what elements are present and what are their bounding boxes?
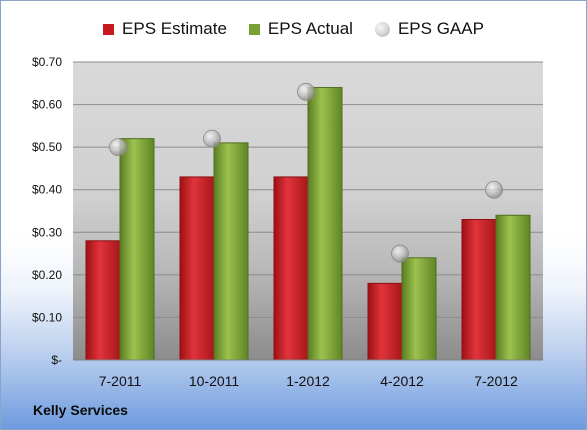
y-tick-label: $0.10: [32, 310, 62, 324]
legend-item-estimate: EPS Estimate: [103, 19, 227, 39]
legend-item-actual: EPS Actual: [248, 19, 353, 39]
legend-marker-gaap: [374, 21, 390, 37]
bar-eps-estimate: [273, 176, 309, 361]
bar-eps-actual: [495, 214, 531, 361]
bar-eps-actual: [213, 142, 249, 361]
y-tick-label: $-: [51, 353, 62, 367]
bar-eps-estimate: [461, 219, 497, 361]
marker-eps-gaap: [203, 129, 221, 148]
y-tick-label: $0.60: [32, 98, 62, 112]
y-axis-ticks: $- $0.10 $0.20 $0.30 $0.40 $0.50 $0.60 $0.70: [32, 55, 62, 367]
x-tick-label: 7-2012: [474, 373, 518, 389]
legend: EPS Estimate EPS Actual EPS GAAP: [0, 14, 587, 44]
y-tick-label: $0.50: [32, 140, 62, 154]
marker-eps-gaap: [297, 82, 315, 101]
y-tick-label: $0.30: [32, 225, 62, 239]
legend-label-estimate: EPS Estimate: [122, 19, 227, 38]
bar-eps-actual: [307, 87, 343, 361]
legend-swatch-estimate: [103, 23, 115, 35]
x-axis-ticks: 7-2011 10-2011 1-2012 4-2012 7-2012: [99, 373, 518, 389]
legend-label-actual: EPS Actual: [267, 19, 353, 38]
y-tick-label: $0.70: [32, 55, 62, 69]
bars: [85, 87, 531, 361]
marker-eps-gaap: [485, 180, 503, 199]
bar-eps-estimate: [179, 176, 215, 361]
bar-eps-actual: [119, 138, 155, 361]
bar-eps-actual: [401, 257, 437, 361]
gaap-markers: [109, 82, 503, 263]
company-label: Kelly Services: [33, 402, 128, 418]
x-tick-label: 10-2011: [189, 373, 240, 389]
x-tick-label: 7-2011: [99, 373, 142, 389]
x-tick-label: 4-2012: [380, 373, 424, 389]
bar-eps-estimate: [85, 240, 121, 361]
y-tick-label: $0.20: [32, 268, 62, 282]
legend-label-gaap: EPS GAAP: [397, 19, 484, 38]
legend-swatch-actual: [248, 23, 260, 35]
marker-eps-gaap: [109, 138, 127, 157]
x-tick-label: 1-2012: [286, 373, 330, 389]
marker-eps-gaap: [391, 244, 409, 263]
y-tick-label: $0.40: [32, 183, 62, 197]
bar-eps-estimate: [367, 282, 403, 361]
legend-item-gaap: EPS GAAP: [374, 19, 484, 39]
